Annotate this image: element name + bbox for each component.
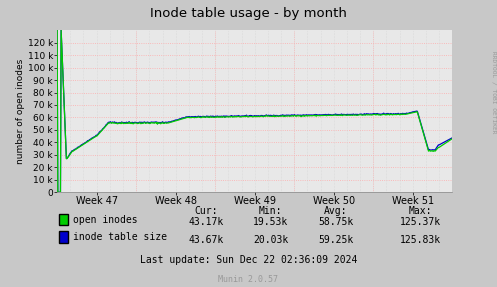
- Text: 43.67k: 43.67k: [189, 235, 224, 245]
- Text: Munin 2.0.57: Munin 2.0.57: [219, 275, 278, 284]
- Text: 19.53k: 19.53k: [253, 218, 288, 227]
- Y-axis label: number of open inodes: number of open inodes: [16, 59, 25, 164]
- Text: open inodes: open inodes: [73, 215, 137, 224]
- Text: 125.83k: 125.83k: [400, 235, 440, 245]
- Text: inode table size: inode table size: [73, 232, 166, 242]
- Text: RRDTOOL / TOBI OETIKER: RRDTOOL / TOBI OETIKER: [491, 51, 496, 133]
- Text: Avg:: Avg:: [324, 206, 347, 216]
- Text: Last update: Sun Dec 22 02:36:09 2024: Last update: Sun Dec 22 02:36:09 2024: [140, 255, 357, 265]
- Text: Inode table usage - by month: Inode table usage - by month: [150, 7, 347, 20]
- Text: 43.17k: 43.17k: [189, 218, 224, 227]
- Text: Max:: Max:: [408, 206, 432, 216]
- Text: Min:: Min:: [259, 206, 283, 216]
- Text: 59.25k: 59.25k: [318, 235, 353, 245]
- Text: Cur:: Cur:: [194, 206, 218, 216]
- Text: 125.37k: 125.37k: [400, 218, 440, 227]
- Text: 58.75k: 58.75k: [318, 218, 353, 227]
- Text: 20.03k: 20.03k: [253, 235, 288, 245]
